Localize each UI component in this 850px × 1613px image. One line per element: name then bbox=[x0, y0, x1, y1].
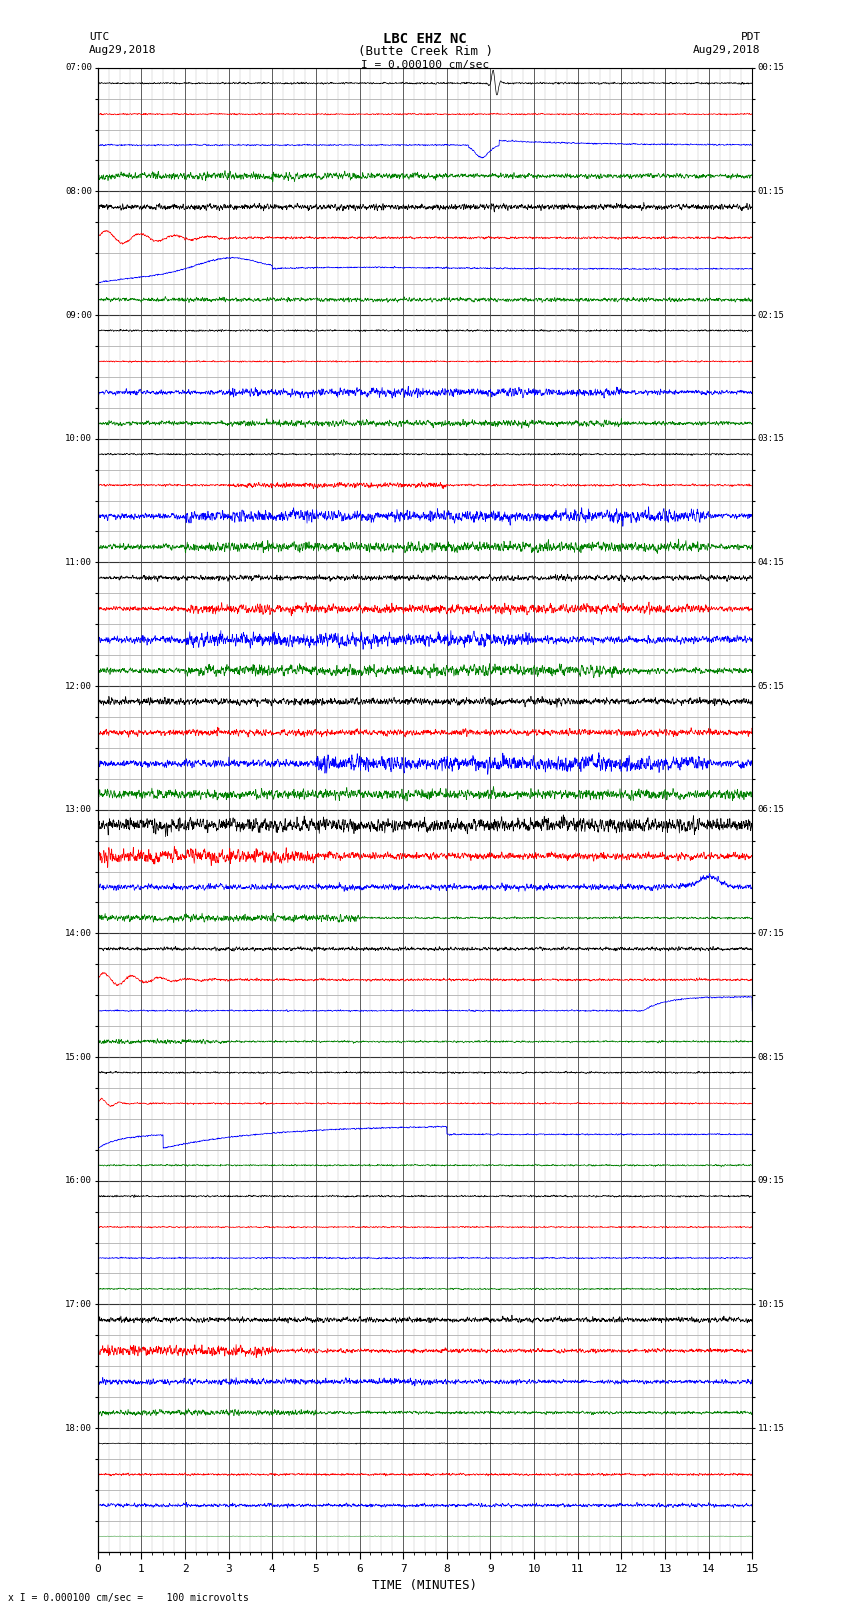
Text: Aug29,2018: Aug29,2018 bbox=[89, 45, 156, 55]
Text: LBC EHZ NC: LBC EHZ NC bbox=[383, 32, 467, 47]
Text: Aug29,2018: Aug29,2018 bbox=[694, 45, 761, 55]
Text: UTC: UTC bbox=[89, 32, 110, 42]
X-axis label: TIME (MINUTES): TIME (MINUTES) bbox=[372, 1579, 478, 1592]
Text: (Butte Creek Rim ): (Butte Creek Rim ) bbox=[358, 45, 492, 58]
Text: x I = 0.000100 cm/sec =    100 microvolts: x I = 0.000100 cm/sec = 100 microvolts bbox=[8, 1594, 249, 1603]
Text: PDT: PDT bbox=[740, 32, 761, 42]
Text: I = 0.000100 cm/sec: I = 0.000100 cm/sec bbox=[361, 60, 489, 69]
